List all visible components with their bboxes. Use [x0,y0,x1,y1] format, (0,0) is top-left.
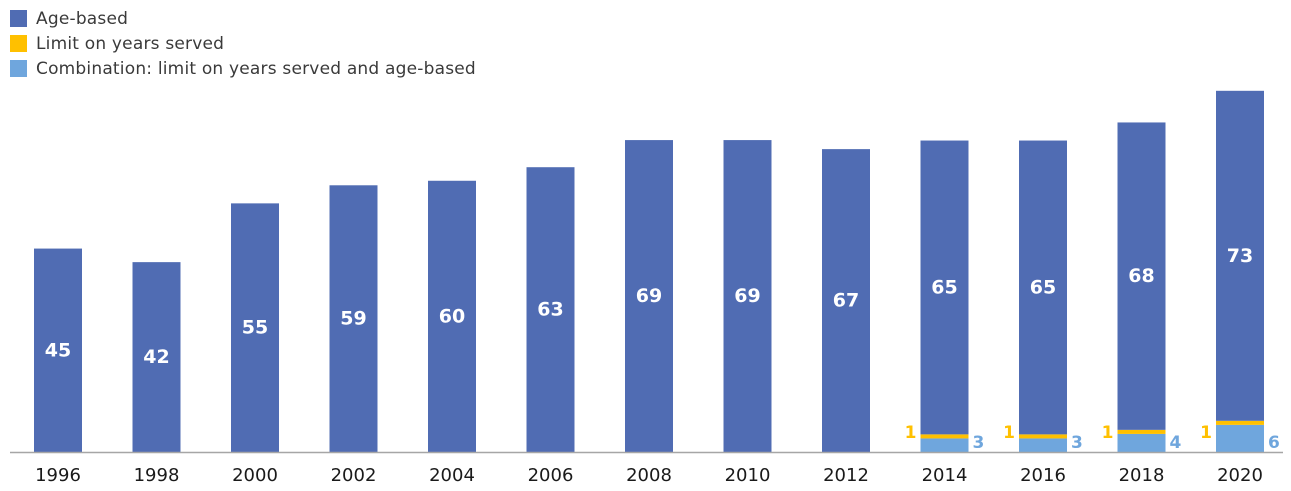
bar-limit-years-2020 [1216,420,1264,425]
legend-label-combination: Combination: limit on years served and a… [36,58,476,79]
x-tick-label-2006: 2006 [528,465,574,486]
bar-age-based-2020 [1216,90,1264,421]
data-label-combination-2020: 6 [1268,433,1280,453]
data-label-combination-2014: 3 [973,433,985,453]
data-label-age-based-2018: 68 [1128,265,1154,287]
bar-age-based-2000 [231,203,279,452]
legend-item-limit-on-years-served: Limit on years served [10,31,476,56]
bar-age-based-2002 [329,185,378,453]
data-label-age-based-2000: 55 [242,317,268,339]
x-tick-label-2008: 2008 [626,465,672,486]
data-label-age-based-1996: 45 [45,339,71,361]
data-label-limit-years-2016: 1 [1003,423,1015,443]
legend-label-limit-on-years-served: Limit on years served [36,33,225,54]
data-label-combination-2018: 4 [1170,433,1182,453]
legend: Age-based Limit on years served Combinat… [10,6,476,81]
legend-item-combination: Combination: limit on years served and a… [10,56,476,81]
x-tick-label-2002: 2002 [331,465,377,486]
data-label-limit-years-2014: 1 [905,423,917,443]
data-label-age-based-2012: 67 [833,290,859,312]
legend-swatch-combination [10,60,27,77]
x-tick-label-2018: 2018 [1119,465,1165,486]
data-label-age-based-2006: 63 [537,299,563,321]
x-tick-label-1998: 1998 [134,465,180,486]
x-tick-label-2016: 2016 [1020,465,1066,486]
bar-age-based-2012 [822,149,870,452]
x-tick-label-2012: 2012 [823,465,869,486]
bar-age-based-2018 [1117,122,1166,430]
bar-age-based-2014 [920,140,969,435]
data-label-limit-years-2018: 1 [1102,423,1114,443]
x-tick-label-2000: 2000 [232,465,278,486]
data-label-age-based-2002: 59 [340,308,366,330]
bar-limit-years-2014 [920,434,969,439]
legend-label-age-based: Age-based [36,8,129,29]
bar-combination-2020 [1216,424,1264,452]
bar-combination-2018 [1117,433,1166,452]
x-tick-label-2010: 2010 [725,465,771,486]
data-label-age-based-2014: 65 [931,276,957,298]
bar-limit-years-2018 [1117,429,1166,434]
legend-item-age-based: Age-based [10,6,476,31]
bar-age-based-2016 [1019,140,1067,435]
x-tick-label-1996: 1996 [35,465,81,486]
x-tick-label-2020: 2020 [1217,465,1263,486]
bar-age-based-2006 [526,167,575,452]
x-tick-label-2014: 2014 [922,465,968,486]
bar-combination-2016 [1019,438,1067,452]
legend-swatch-age-based [10,10,27,27]
data-label-age-based-2020: 73 [1227,245,1253,267]
bar-age-based-2010 [723,140,772,452]
bar-age-based-1998 [132,262,181,452]
data-label-age-based-2010: 69 [734,285,760,307]
bar-age-based-1996 [34,248,82,452]
bar-age-based-2008 [625,140,673,452]
data-label-age-based-2008: 69 [636,285,662,307]
data-label-age-based-2016: 65 [1030,276,1056,298]
data-label-age-based-1998: 42 [143,346,169,368]
data-label-age-based-2004: 60 [439,305,465,327]
bar-limit-years-2016 [1019,434,1067,439]
x-tick-label-2004: 2004 [429,465,475,486]
data-label-combination-2016: 3 [1071,433,1083,453]
data-label-limit-years-2020: 1 [1200,423,1212,443]
bar-age-based-2004 [428,180,476,452]
bar-combination-2014 [920,438,969,452]
legend-swatch-limit-on-years-served [10,35,27,52]
